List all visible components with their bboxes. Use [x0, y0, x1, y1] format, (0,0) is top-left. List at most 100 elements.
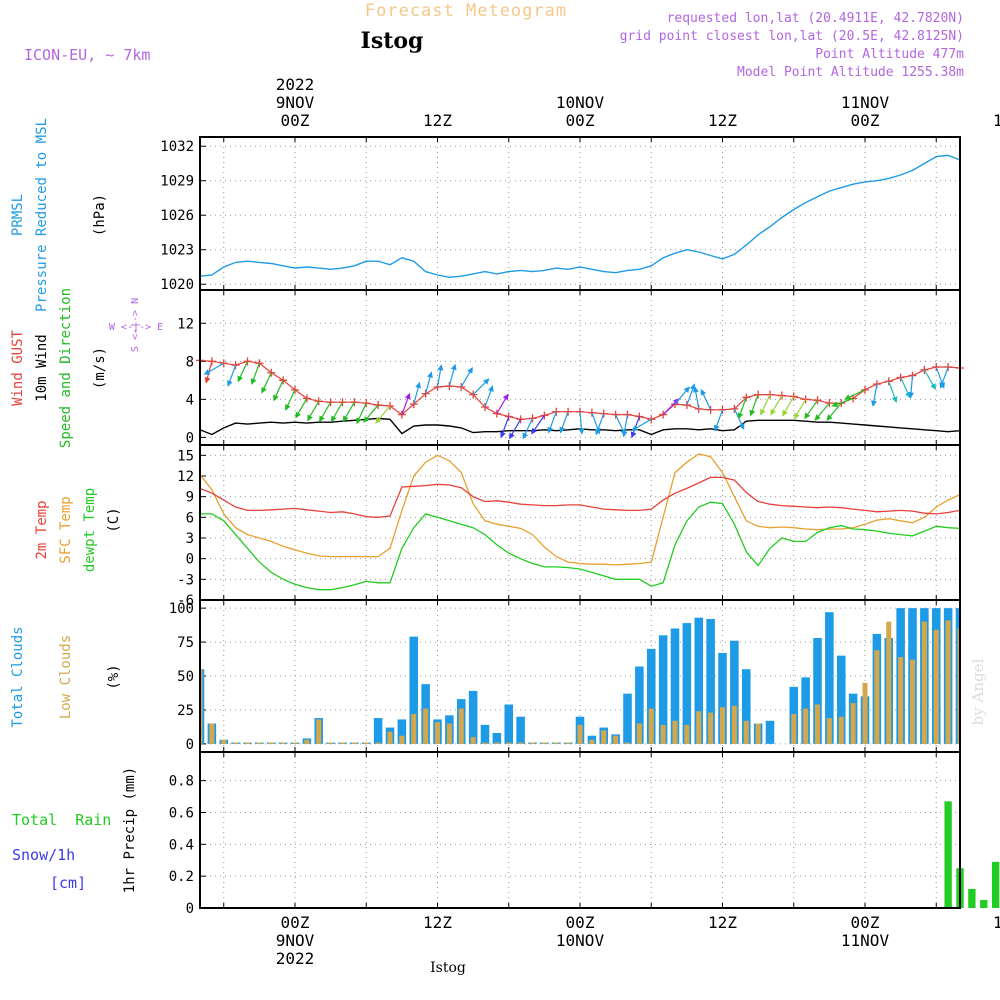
wind-direction-arrow: [285, 389, 296, 411]
total-cloud-bar: [646, 648, 656, 744]
gust-point: [207, 357, 216, 366]
arrow-head: [500, 431, 506, 439]
y-tick-label: 12: [177, 316, 194, 332]
wind-direction-arrow: [375, 405, 391, 424]
low-cloud-bar: [446, 723, 452, 744]
low-cloud-bar: [411, 714, 417, 744]
forecast-title-faint: Forecast Meteogram: [365, 1, 567, 21]
wind-direction-arrow: [782, 396, 795, 417]
arrow-head: [437, 364, 444, 371]
low-cloud-bar: [541, 742, 547, 744]
wind-direction-arrow: [908, 375, 914, 399]
low-cloud-bar: [375, 742, 381, 744]
arrow-head: [630, 431, 637, 439]
y-tick-label: 1032: [160, 139, 194, 155]
wind-direction-arrow: [363, 404, 379, 423]
y-tick-label: 3: [186, 531, 194, 547]
wind-direction-arrow: [923, 369, 936, 390]
total-cloud-bar: [504, 704, 514, 744]
y-tick-label: 0.6: [169, 805, 194, 821]
precip-unit: 1hr Precip (mm): [122, 767, 138, 893]
arrow-head: [749, 409, 756, 417]
top-time-label: 2022: [276, 75, 315, 94]
low-cloud-bar: [815, 704, 820, 744]
wind-direction-arrow: [460, 366, 473, 388]
top-time-label: 00Z: [851, 111, 880, 130]
pressure-panel: 1020 1023 1026 1029 1032: [160, 136, 961, 293]
arrow-head: [427, 371, 433, 379]
y-tick-label: 6: [186, 510, 194, 526]
wind-direction-arrow: [307, 400, 320, 422]
total-cloud-bar: [623, 693, 632, 744]
wind-direction-arrow: [413, 381, 422, 405]
low-cloud-bar: [720, 707, 725, 744]
arrow-head: [307, 414, 313, 422]
point-altitude: Point Altitude 477m: [815, 47, 964, 62]
gust-point: [267, 368, 276, 377]
bottom-time-label: 12Z: [993, 913, 1000, 932]
wind-direction-arrow: [547, 411, 557, 434]
panel-background: [200, 445, 960, 600]
arrow-head: [319, 415, 325, 423]
wind-direction-arrow: [342, 401, 355, 423]
gust-point: [920, 365, 929, 374]
wind-direction-arrow: [826, 402, 842, 421]
low-cloud-bar: [482, 742, 488, 744]
low-cloud-bar: [921, 621, 927, 744]
low-cloud-bar: [494, 742, 500, 744]
wind-direction-arrow: [870, 384, 878, 407]
total-cloud-bar: [706, 619, 715, 744]
watermark: by Angel: [969, 658, 987, 725]
low-cloud-bar: [470, 737, 476, 744]
station-title: Istog: [361, 28, 424, 54]
wind-direction-arrow: [700, 388, 712, 411]
rain-bar: [980, 900, 988, 908]
arrow-head: [204, 376, 211, 384]
arrow-head: [237, 375, 244, 383]
panel-background: [200, 290, 960, 445]
total-cloud-bar: [409, 636, 419, 744]
gust-point: [777, 391, 786, 400]
low-cloud-bar: [399, 735, 405, 744]
wind-direction-arrow: [319, 401, 332, 423]
y-tick-label: 9: [186, 490, 194, 506]
arrow-head: [483, 378, 490, 385]
arrow-head: [450, 363, 457, 371]
wind-direction-arrow: [330, 401, 344, 423]
cloud-unit: (%): [106, 664, 122, 689]
arrow-head: [737, 412, 744, 420]
wind-direction-arrow: [631, 418, 652, 431]
arrow-head: [488, 385, 494, 393]
wind-direction-arrow: [794, 399, 807, 420]
gust-point: [457, 382, 466, 391]
gust-point: [528, 414, 537, 423]
wind-direction-arrow: [595, 413, 605, 436]
top-time-label: 00Z: [566, 111, 595, 130]
y-tick-label: 1026: [160, 208, 194, 224]
low-cloud-bar: [696, 711, 702, 744]
snow-unit-label: [cm]: [50, 874, 86, 892]
total-cloud-bar: [765, 720, 775, 744]
bottom-time-label: 9NOV: [276, 931, 315, 950]
arrow-head: [502, 393, 509, 401]
wind-direction-arrow: [578, 411, 585, 435]
bottom-time-label: 00Z: [566, 913, 595, 932]
cloud-panel: 0 25 50 75 100: [169, 599, 998, 753]
arrow-head: [363, 416, 370, 423]
pressure-unit: (hPa): [92, 194, 108, 236]
rain-label: Total Rain: [12, 811, 111, 829]
gust-point: [884, 377, 893, 386]
gust-point: [635, 412, 644, 421]
wind-direction-arrow: [737, 397, 747, 420]
grid-point-coords: grid point closest lon,lat (20.5E, 42.81…: [620, 29, 964, 44]
low-cloud-bar: [993, 620, 998, 744]
low-cloud-bar: [589, 739, 595, 744]
bottom-time-label: 12Z: [708, 913, 737, 932]
low-cloud-bar: [577, 724, 583, 744]
arrow-head: [285, 403, 291, 411]
y-tick-label: 8: [186, 354, 194, 370]
low-cloud-bar: [256, 742, 262, 744]
total-cloud-bar: [658, 635, 668, 744]
pressure-line: [200, 154, 960, 279]
